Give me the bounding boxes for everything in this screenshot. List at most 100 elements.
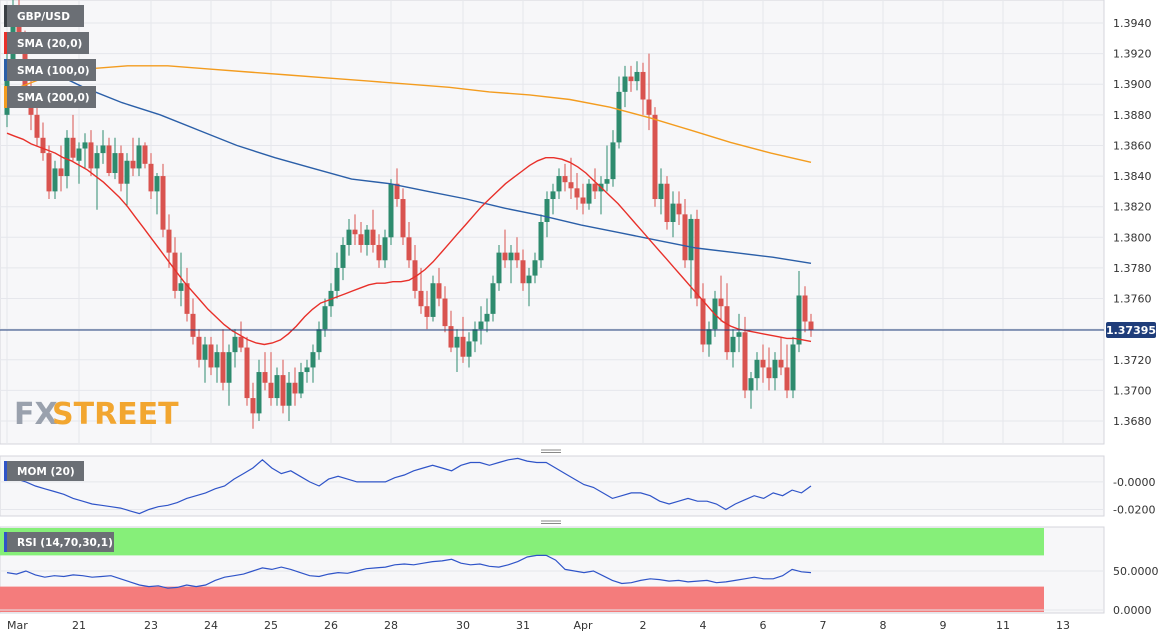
candle-body <box>310 352 316 368</box>
grid-rsi <box>0 570 1104 611</box>
legend-symbol-bg <box>4 5 84 27</box>
candle-body <box>322 306 328 330</box>
candle-body <box>724 306 730 353</box>
legend-mom-swatch <box>4 461 7 481</box>
mom-panel <box>0 455 1105 517</box>
candle-body <box>130 160 136 169</box>
candle-body <box>142 145 148 164</box>
candle-body <box>658 183 664 200</box>
candle-body <box>592 183 598 192</box>
candle-body <box>508 252 514 261</box>
candle-body <box>238 336 244 348</box>
candle-body <box>550 191 556 200</box>
legend-mom-label: MOM (20) <box>17 466 75 478</box>
rsi-oversold-zone <box>0 586 1044 612</box>
candle-body <box>136 145 142 169</box>
candle-body <box>736 332 742 337</box>
candle-body <box>178 283 184 291</box>
candle-body <box>202 344 208 360</box>
legend-sma100-label: SMA (100,0) <box>17 65 90 77</box>
legend-sma200-swatch <box>4 86 7 108</box>
candle-body <box>154 176 160 192</box>
legend-mom-bg <box>4 461 84 481</box>
candle-body <box>460 336 466 357</box>
candle-body <box>754 359 760 379</box>
panel-resize-handle-1[interactable] <box>541 449 561 453</box>
candle-body <box>490 283 496 314</box>
legend-rsi-swatch <box>4 532 7 552</box>
candle-body <box>544 199 550 222</box>
x-tick-label: 26 <box>324 619 338 632</box>
x-tick-label: Mar <box>7 619 28 632</box>
candle-body <box>346 229 352 245</box>
x-tick-label: 6 <box>760 619 767 632</box>
candle-body <box>472 329 478 342</box>
rsi-overbought-zone <box>0 528 1044 556</box>
legend-sma200[interactable]: SMA (200,0) <box>4 86 96 108</box>
legend-symbol[interactable]: GBP/USD <box>4 5 84 27</box>
y-tick-label: 1.3680 <box>1113 415 1152 428</box>
candle-body <box>526 275 532 284</box>
x-tick-label: 24 <box>204 619 218 632</box>
candle-body <box>244 347 250 399</box>
candle-body <box>568 182 574 189</box>
candle-body <box>316 329 322 353</box>
y-tick-label: 1.3800 <box>1113 231 1152 244</box>
candle-body <box>112 153 118 174</box>
grid-main <box>0 0 1104 444</box>
candle-body <box>40 137 46 154</box>
legend-symbol-marker <box>4 5 7 27</box>
x-tick-label: 23 <box>144 619 158 632</box>
grid-mom <box>0 481 1104 510</box>
legend-rsi-label: RSI (14,70,30,1) <box>17 537 113 549</box>
candle-body <box>454 336 460 348</box>
candle-body <box>256 372 262 414</box>
legend-rsi[interactable]: RSI (14,70,30,1) <box>4 532 114 552</box>
legend-sma20[interactable]: SMA (20,0) <box>4 32 89 54</box>
sma100-line <box>6 59 812 264</box>
candle-body <box>268 382 274 399</box>
candle-body <box>166 229 172 253</box>
x-tick-label: 25 <box>264 619 278 632</box>
candle-body <box>586 183 592 204</box>
x-tick-label: 28 <box>384 619 398 632</box>
candle-body <box>538 222 544 261</box>
candle-body <box>496 252 502 284</box>
candle-body <box>502 252 508 261</box>
watermark: FX STREET <box>14 397 179 432</box>
candle-body <box>478 321 484 330</box>
watermark-fx: FX <box>14 397 58 432</box>
y-tick-label: 1.3820 <box>1113 201 1152 214</box>
legend-mom[interactable]: MOM (20) <box>4 461 84 481</box>
y-tick-label: 1.3700 <box>1113 384 1152 397</box>
candle-body <box>484 313 490 322</box>
x-tick-label: 4 <box>700 619 707 632</box>
candle-body <box>706 329 712 345</box>
candle-body <box>286 382 292 406</box>
panel-resize-handle-2[interactable] <box>541 520 561 524</box>
candle-body <box>730 336 736 353</box>
candle-body <box>394 183 400 200</box>
candle-body <box>124 160 130 184</box>
rsi-line <box>6 554 812 589</box>
legend-sma20-bg <box>4 32 89 54</box>
candle-body <box>334 267 340 291</box>
legend-sma20-swatch <box>4 32 7 54</box>
candle-body <box>250 398 256 414</box>
candle-body <box>382 237 388 261</box>
legend-sma100[interactable]: SMA (100,0) <box>4 59 96 81</box>
y-tick-label: 1.3880 <box>1113 109 1152 122</box>
candle-body <box>604 179 610 184</box>
candle-body <box>580 197 586 204</box>
candle-body <box>280 375 286 406</box>
candle-body <box>388 183 394 238</box>
current-price-badge-bg <box>1106 321 1156 338</box>
y-tick-label: -0.0000 <box>1113 476 1155 489</box>
x-tick-label: 7 <box>820 619 827 632</box>
candle-body <box>634 71 640 82</box>
y-tick-label: 1.3720 <box>1113 354 1152 367</box>
candle-body <box>232 336 238 353</box>
candle-body <box>682 214 688 261</box>
candle-body <box>748 378 754 391</box>
